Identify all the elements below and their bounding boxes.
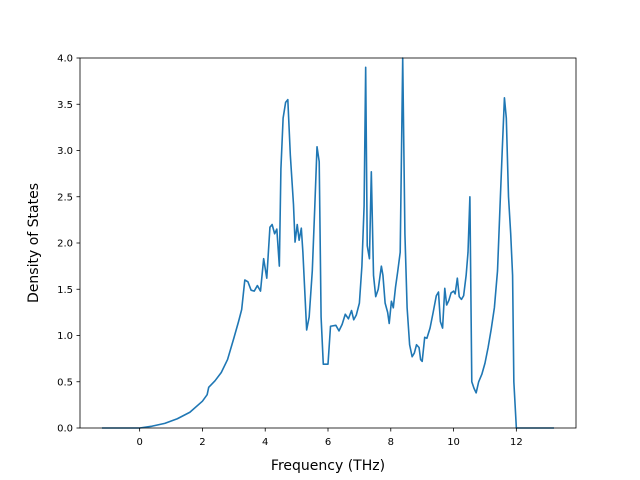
- x-axis-ticks: 0 2 4 6 8 10 12: [136, 428, 523, 448]
- y-axis-label: Density of States: [26, 183, 42, 303]
- y-tick-label: 0.0: [57, 424, 73, 435]
- y-tick-label: 0.5: [57, 377, 73, 388]
- x-tick-label: 4: [262, 437, 268, 448]
- series-layer: [101, 57, 555, 429]
- x-tick-label: 2: [199, 437, 205, 448]
- x-tick-label: 6: [325, 437, 331, 448]
- y-tick-label: 2.0: [57, 239, 73, 250]
- y-tick-label: 4.0: [57, 54, 73, 65]
- y-tick-label: 1.5: [57, 285, 73, 296]
- y-axis-ticks: 0.0 0.5 1.0 1.5 2.0 2.5 3.0 3.5 4.0: [57, 54, 80, 435]
- y-tick-label: 3.0: [57, 146, 73, 157]
- x-tick-label: 10: [447, 437, 460, 448]
- series-line-0: [101, 57, 555, 429]
- x-axis-label: Frequency (THz): [271, 458, 385, 474]
- x-tick-label: 8: [388, 437, 394, 448]
- y-tick-label: 3.5: [57, 100, 73, 111]
- y-tick-label: 2.5: [57, 192, 73, 203]
- x-tick-label: 12: [510, 437, 523, 448]
- x-tick-label: 0: [136, 437, 142, 448]
- y-tick-label: 1.0: [57, 331, 73, 342]
